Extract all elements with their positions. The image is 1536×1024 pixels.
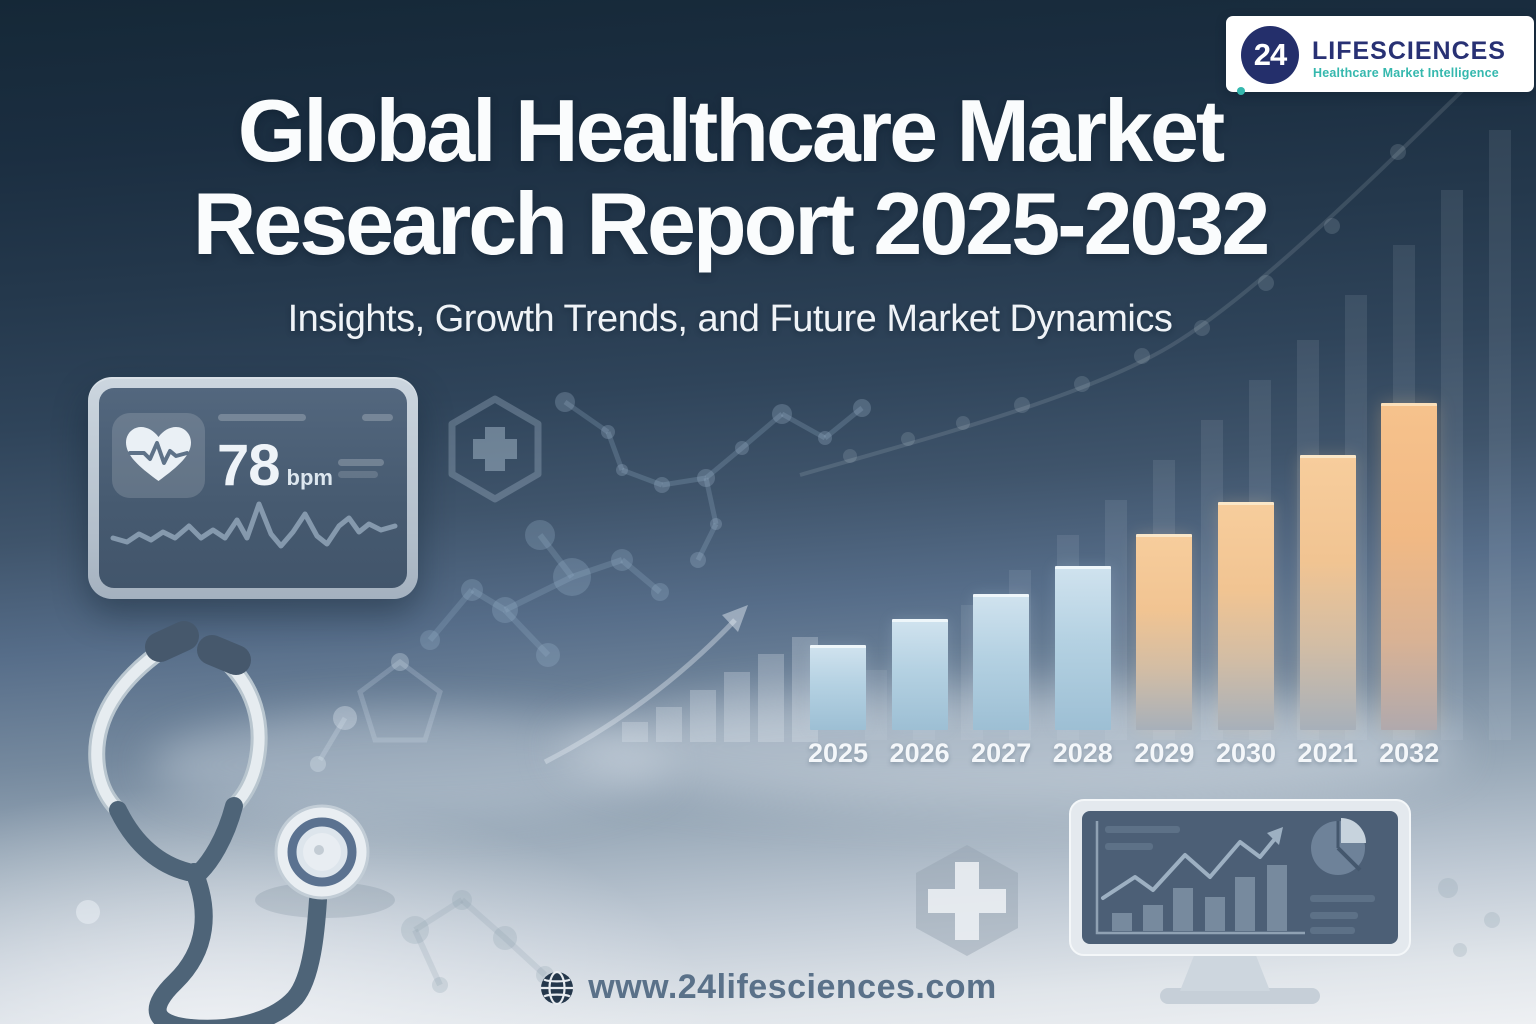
year-label-2029: 2029	[1134, 738, 1195, 768]
year-label-2028: 2028	[1052, 738, 1113, 768]
molecule-network-icon	[563, 399, 864, 562]
mini-line-chart	[1101, 827, 1283, 900]
trendline-decoration	[799, 23, 1532, 477]
heart-rate-value: 78	[217, 433, 281, 498]
growth-bar-2027	[973, 594, 1030, 730]
globe-icon	[541, 970, 574, 1005]
trendline-dots	[843, 76, 1474, 463]
hexagon-cross-filled-icon	[916, 845, 1018, 956]
ecg-waveform	[110, 501, 398, 549]
chest-piece	[274, 804, 370, 900]
ear-tip	[197, 635, 251, 675]
placeholder-line	[338, 459, 384, 466]
year-label-2021: 2021	[1297, 738, 1358, 768]
company-logo: 24 LIFESCIENCES Healthcare Market Intell…	[1226, 16, 1534, 95]
ear-tip	[145, 621, 199, 662]
growth-bar-2026	[891, 619, 948, 730]
growth-bar-2032	[1381, 403, 1438, 730]
year-label-2025: 2025	[807, 738, 869, 768]
growth-bar-2025	[810, 645, 866, 730]
hexagon-cross-outline-icon	[448, 395, 542, 503]
growth-bar-2029	[1136, 534, 1193, 730]
monitor-stand	[1180, 953, 1270, 991]
mini-pie-chart	[1311, 818, 1366, 875]
logo-teal-dot	[1237, 87, 1245, 95]
heart-rate-card: 78 bpm	[88, 377, 418, 599]
stethoscope-illustration	[88, 621, 395, 1024]
analytics-monitor-illustration	[1069, 799, 1411, 1004]
molecule-network-icon	[310, 653, 443, 772]
year-label-2030: 2030	[1215, 738, 1277, 768]
molecule-network-icon	[427, 533, 662, 658]
molecule-nodes	[555, 392, 871, 568]
growth-bar-2030	[1218, 502, 1274, 730]
year-label-2027: 2027	[971, 738, 1032, 768]
molecule-nodes	[420, 520, 669, 667]
placeholder-line	[338, 471, 378, 478]
page-title-line1: Global Healthcare Market	[237, 81, 1225, 180]
footer: www.24lifesciences.com	[0, 968, 1536, 1007]
mini-text-placeholders	[1105, 826, 1375, 934]
headline-block: Global Healthcare Market Research Report…	[30, 84, 1430, 341]
small-bars-decoration	[622, 637, 818, 742]
heart-rate-unit: bpm	[286, 465, 333, 490]
placeholder-line	[218, 414, 306, 421]
logo-badge-24: 24	[1241, 26, 1299, 84]
year-label-2026: 2026	[889, 738, 950, 768]
molecule-network-icon	[412, 897, 548, 987]
monitor-base	[1160, 988, 1320, 1004]
year-label-2032: 2032	[1379, 738, 1440, 768]
growth-bar-2021	[1299, 455, 1356, 730]
mini-bar-chart	[1112, 865, 1287, 931]
molecule-nodes	[76, 878, 1500, 993]
logo-tagline: Healthcare Market Intelligence	[1313, 66, 1499, 80]
heart-rate-screen: 78 bpm	[99, 388, 407, 588]
heart-ecg-icon	[112, 413, 205, 498]
rising-arrow-icon	[543, 605, 748, 765]
website-url[interactable]: www.24lifesciences.com	[588, 968, 997, 1006]
logo-company-name: LIFESCIENCES	[1312, 37, 1506, 65]
page-title-line2: Research Report 2025-2032	[192, 174, 1271, 273]
page-subtitle: Insights, Growth Trends, and Future Mark…	[287, 298, 1173, 340]
placeholder-line	[362, 414, 393, 421]
logo-badge-number: 24	[1253, 37, 1287, 72]
growth-bar-2028	[1054, 566, 1111, 730]
